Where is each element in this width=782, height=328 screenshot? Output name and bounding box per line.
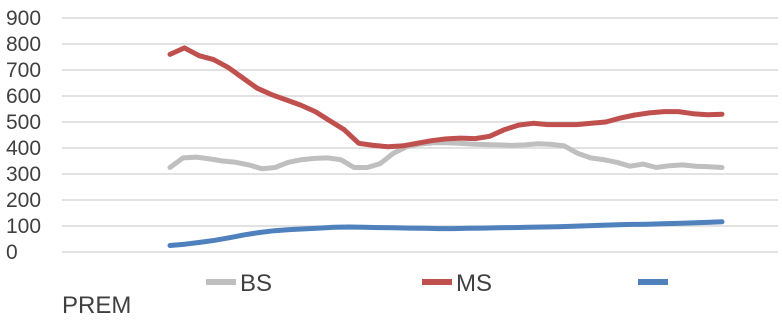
legend-label-prem: PREM — [62, 292, 132, 319]
y-tick-label: 100 — [6, 215, 41, 238]
legend: BS MS — [206, 270, 668, 297]
y-tick-label: 700 — [6, 59, 41, 82]
y-tick-label: 300 — [6, 163, 41, 186]
y-tick-label: 600 — [6, 85, 41, 108]
y-tick-label: 200 — [6, 189, 41, 212]
gridlines — [62, 17, 778, 253]
series-lines — [167, 45, 725, 248]
series-line-prem — [167, 219, 725, 248]
legend-label-ms: MS — [456, 270, 492, 297]
y-tick-label: 800 — [6, 33, 41, 56]
y-axis-ticks: 0 100 200 300 400 500 600 700 800 900 — [6, 7, 41, 264]
y-tick-label: 0 — [6, 241, 18, 264]
series-line-bs — [167, 140, 725, 172]
y-tick-label: 900 — [6, 7, 41, 30]
y-tick-label: 500 — [6, 111, 41, 134]
y-tick-label: 400 — [6, 137, 41, 160]
legend-label-bs: BS — [240, 270, 272, 297]
series-line-ms — [167, 45, 725, 150]
